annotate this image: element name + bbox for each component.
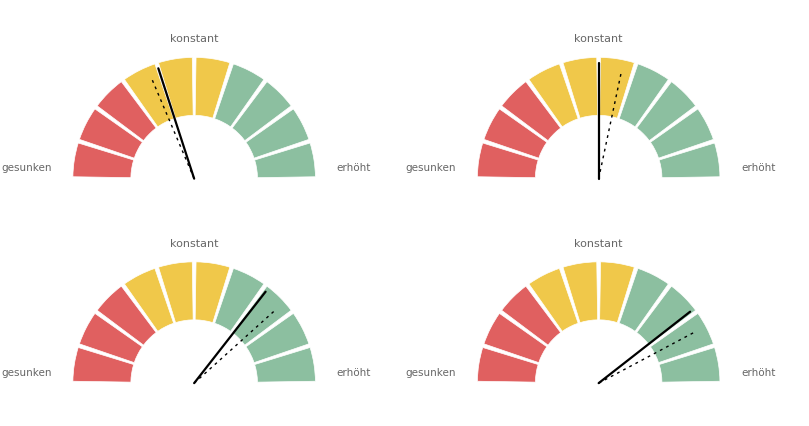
Text: erhöht: erhöht	[741, 368, 775, 377]
Wedge shape	[650, 314, 714, 363]
Wedge shape	[255, 143, 316, 178]
Wedge shape	[619, 268, 668, 331]
Text: erhöht: erhöht	[337, 368, 371, 377]
Wedge shape	[246, 109, 309, 158]
Wedge shape	[232, 286, 291, 345]
Wedge shape	[659, 143, 720, 178]
Text: konstant: konstant	[170, 239, 218, 249]
Text: erhöht: erhöht	[741, 163, 775, 173]
Wedge shape	[232, 82, 291, 141]
Wedge shape	[73, 143, 133, 178]
Wedge shape	[159, 262, 193, 322]
Wedge shape	[659, 348, 720, 382]
Text: konstant: konstant	[170, 34, 218, 44]
Wedge shape	[214, 268, 264, 331]
Wedge shape	[195, 262, 230, 322]
Wedge shape	[637, 286, 696, 345]
Wedge shape	[79, 109, 142, 158]
Text: konstant: konstant	[574, 239, 623, 249]
Wedge shape	[599, 58, 634, 118]
Wedge shape	[125, 268, 174, 331]
Wedge shape	[484, 314, 547, 363]
Wedge shape	[650, 109, 714, 158]
Wedge shape	[255, 348, 316, 382]
Wedge shape	[214, 64, 264, 127]
Wedge shape	[477, 348, 538, 382]
Text: gesunken: gesunken	[406, 163, 456, 173]
Wedge shape	[97, 82, 156, 141]
Wedge shape	[159, 58, 193, 118]
Text: gesunken: gesunken	[406, 368, 456, 377]
Wedge shape	[195, 58, 230, 118]
Wedge shape	[125, 64, 174, 127]
Wedge shape	[246, 314, 309, 363]
Wedge shape	[502, 286, 561, 345]
Wedge shape	[599, 262, 634, 322]
Wedge shape	[637, 82, 696, 141]
Wedge shape	[502, 82, 561, 141]
Text: gesunken: gesunken	[2, 368, 52, 377]
Wedge shape	[529, 64, 578, 127]
Wedge shape	[484, 109, 547, 158]
Text: konstant: konstant	[574, 34, 623, 44]
Wedge shape	[529, 268, 578, 331]
Wedge shape	[79, 314, 142, 363]
Text: erhöht: erhöht	[337, 163, 371, 173]
Wedge shape	[477, 143, 538, 178]
Text: gesunken: gesunken	[2, 163, 52, 173]
Wedge shape	[619, 64, 668, 127]
Wedge shape	[563, 262, 598, 322]
Wedge shape	[73, 348, 133, 382]
Wedge shape	[563, 58, 598, 118]
Wedge shape	[97, 286, 156, 345]
